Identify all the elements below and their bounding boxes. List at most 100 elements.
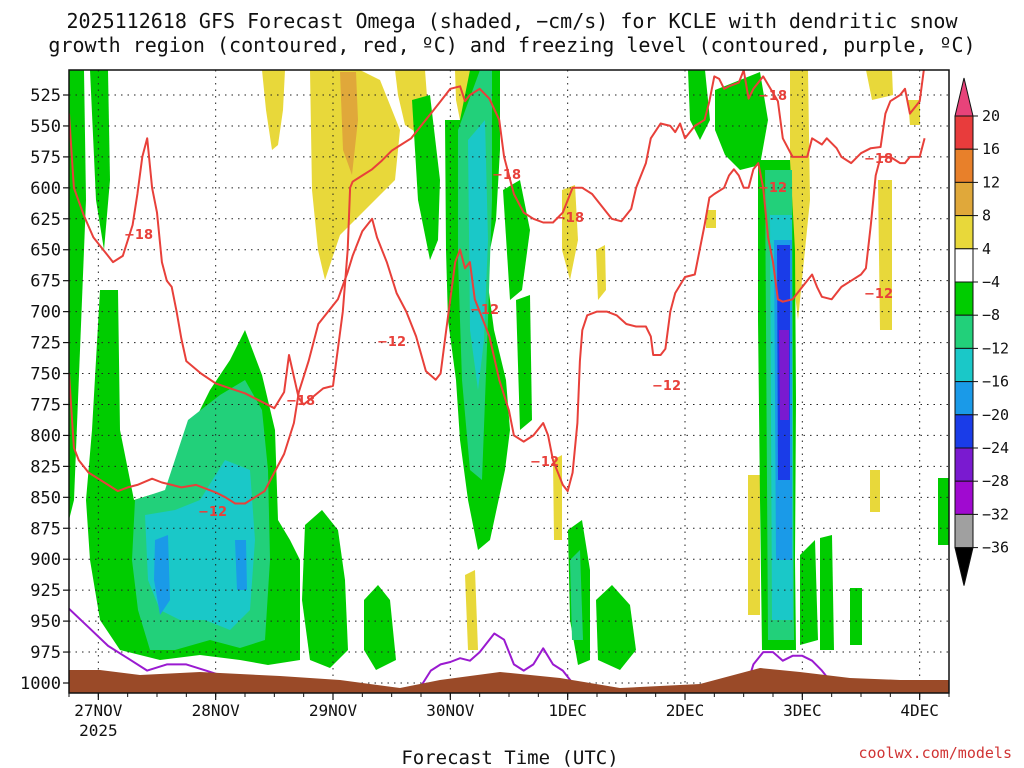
omega-shade-blue-1 — [154, 535, 170, 615]
contour-label-dgz: −12 — [530, 455, 559, 470]
y-tick-label: 725 — [30, 334, 61, 354]
contour-label-dgz: −12 — [377, 335, 406, 350]
colorbar-label: 8 — [982, 207, 991, 225]
contour-label-dgz: −12 — [470, 303, 499, 318]
omega-shade-yellow-11 — [866, 70, 893, 100]
colorbar-swatch — [954, 181, 974, 217]
omega-shade-green-4 — [302, 510, 348, 668]
omega-shade-teal-3 — [570, 550, 583, 640]
omega-shade-yellow-14 — [748, 475, 760, 615]
colorbar-label: −20 — [982, 406, 1009, 424]
y-tick-label: 800 — [30, 426, 61, 446]
colorbar-swatch — [954, 447, 974, 482]
colorbar-label: −12 — [982, 339, 1009, 357]
y-tick-label: 650 — [30, 241, 61, 261]
omega-shade-green-5 — [364, 585, 396, 670]
dgz-contours — [69, 70, 926, 505]
x-axis-title: Forecast Time (UTC) — [401, 747, 618, 768]
contour-label-dgz: −12 — [652, 379, 681, 394]
colorbar-swatch — [954, 215, 974, 250]
freezing-level-line — [415, 632, 579, 693]
y-tick-label: 1000 — [20, 674, 61, 694]
omega-shade-green-11 — [596, 585, 636, 670]
omega-shade-green-9 — [516, 295, 532, 430]
colorbar-label: −32 — [982, 505, 1009, 523]
credit-text: coolwx.com/models — [858, 744, 1012, 762]
y-tick-label: 550 — [30, 117, 61, 137]
y-tick-label: 625 — [30, 210, 61, 230]
y-axis-ticks: 525 550 575 600 625 650 675 700 725 750 775 800 825 8… — [20, 86, 69, 694]
colorbar-swatch — [954, 480, 974, 515]
omega-shade-yellow-15 — [870, 470, 880, 512]
colorbar-label: 4 — [982, 240, 991, 258]
terrain-ground — [69, 668, 949, 693]
colorbar-arrow-top — [954, 77, 974, 117]
omega-shade-yellow-13 — [908, 100, 920, 125]
x-tick-label: 4DEC — [900, 701, 939, 720]
y-tick-label: 700 — [30, 303, 61, 323]
colorbar-swatch — [954, 314, 974, 349]
colorbar-swatch — [954, 513, 974, 549]
x-tick-label: 2DEC — [666, 701, 705, 720]
omega-shade-green-17 — [850, 588, 862, 645]
colorbar-swatch — [954, 148, 974, 183]
chart-title-line-2: growth region (contoured, red, ºC) and f… — [48, 33, 975, 57]
colorbar-label: −24 — [982, 439, 1009, 457]
omega-shade-green-16 — [820, 535, 834, 650]
x-tick-label: 27NOV — [74, 701, 123, 720]
colorbar-swatch — [954, 414, 974, 449]
omega-shade-green-15 — [800, 540, 818, 645]
dgz-contour-line — [69, 70, 925, 410]
omega-shade-cyan-1 — [145, 460, 255, 630]
y-tick-label: 900 — [30, 550, 61, 570]
contour-label-dgz: −12 — [198, 505, 227, 520]
contour-label-dgz: −18 — [758, 89, 787, 104]
omega-shade-yellow-1 — [262, 70, 285, 150]
y-tick-label: 925 — [30, 581, 61, 601]
x-tick-sublabel: 2025 — [79, 721, 118, 740]
y-tick-label: 600 — [30, 179, 61, 199]
freezing-level-line — [743, 651, 833, 693]
omega-shade-purple-1 — [779, 330, 789, 420]
x-tick-label: 3DEC — [783, 701, 822, 720]
y-tick-label: 775 — [30, 395, 61, 415]
colorbar-label: −4 — [982, 273, 1000, 291]
contour-label-dgz: −18 — [124, 228, 153, 243]
omega-shade-blue-2 — [235, 540, 247, 590]
colorbar-label: 16 — [982, 140, 1000, 158]
omega-shade-yellow-7 — [596, 245, 606, 300]
y-tick-label: 950 — [30, 612, 61, 632]
y-tick-label: 675 — [30, 272, 61, 292]
omega-shade-green-2 — [90, 70, 110, 250]
x-tick-label: 30NOV — [426, 701, 475, 720]
contour-label-dgz: −12 — [864, 287, 893, 302]
colorbar-label: −36 — [982, 539, 1009, 557]
x-tick-label: 1DEC — [548, 701, 587, 720]
y-tick-label: 975 — [30, 643, 61, 663]
colorbar-label: −16 — [982, 373, 1009, 391]
chart-title-line-1: 2025112618 GFS Forecast Omega (shaded, −… — [66, 9, 958, 33]
contour-label-dgz: −12 — [758, 181, 787, 196]
contour-label-dgz: −18 — [492, 168, 521, 183]
y-tick-label: 575 — [30, 148, 61, 168]
colorbar-label: −8 — [982, 306, 1000, 324]
omega-shade-yellow-6 — [562, 185, 578, 280]
colorbar-swatch — [954, 115, 974, 150]
y-tick-label: 850 — [30, 488, 61, 508]
omega-shade-green-18 — [938, 478, 949, 545]
colorbar-label: 20 — [982, 107, 1000, 125]
dgz-contour-line — [69, 138, 926, 505]
omega-shade-yellow-3 — [340, 72, 358, 175]
x-tick-label: 29NOV — [309, 701, 358, 720]
y-tick-label: 825 — [30, 457, 61, 477]
omega-shade-yellow-12 — [878, 180, 892, 330]
colorbar-swatch — [954, 347, 974, 383]
colorbar-label: −28 — [982, 472, 1009, 490]
y-tick-label: 750 — [30, 365, 61, 385]
contour-labels: −18 −18 −18 −18 −18 −18 −12 −12 −12 −12 … — [124, 89, 893, 520]
omega-shade-yellow-9 — [465, 570, 478, 650]
colorbar-swatch — [954, 248, 974, 283]
omega-shade-yellow-16 — [706, 210, 716, 228]
